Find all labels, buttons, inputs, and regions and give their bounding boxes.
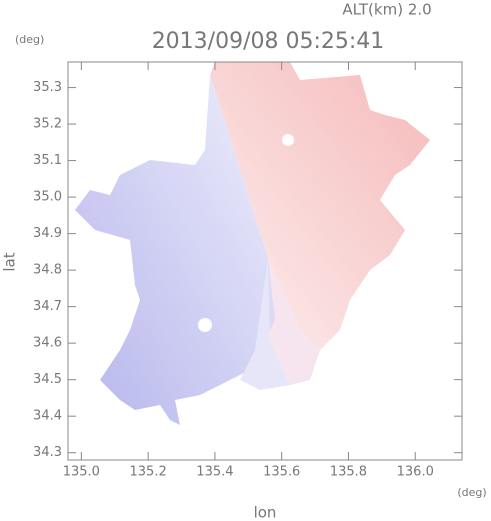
y-tick-label: 34.5 [33,372,62,387]
x-tick-label: 136.0 [397,465,434,480]
y-tick-label: 34.4 [33,409,62,424]
y-tick-label: 35.1 [33,153,62,168]
y-tick-label: 34.9 [33,226,62,241]
x-axis-label: lon [254,504,277,521]
y-tick-label: 34.7 [33,299,62,314]
y-tick-label: 34.6 [33,336,62,351]
y-axis-label: lat [1,252,19,271]
altitude-label: ALT(km) 2.0 [342,1,431,19]
x-tick-label: 135.6 [263,465,300,480]
y-tick-label: 35.3 [33,80,62,95]
y-unit: (deg) [15,33,44,46]
velocity-field [75,62,430,425]
x-tick-label: 135.4 [196,465,233,480]
y-tick-label: 35.2 [33,117,62,132]
chart-title: 2013/09/08 05:25:41 [152,29,385,54]
x-unit: (deg) [457,486,486,499]
x-tick-label: 135.8 [330,465,367,480]
y-tick-label: 34.8 [33,263,62,278]
x-tick-label: 135.2 [130,465,167,480]
y-tick-label: 34.3 [33,445,62,460]
x-tick-label: 135.0 [63,465,100,480]
plot-frame [67,61,463,461]
y-tick-label: 35.0 [33,190,62,205]
